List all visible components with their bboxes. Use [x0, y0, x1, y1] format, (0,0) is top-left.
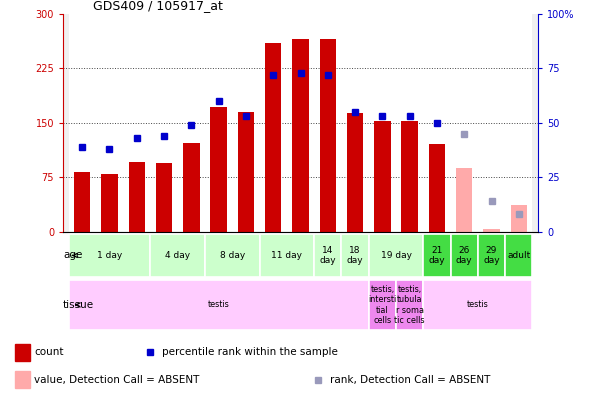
Bar — [15, 344, 29, 361]
Bar — [178, 14, 205, 232]
Text: 29
day: 29 day — [483, 246, 500, 265]
Bar — [123, 14, 150, 232]
Bar — [314, 14, 341, 232]
Bar — [478, 14, 505, 232]
Bar — [150, 14, 178, 232]
Bar — [396, 14, 423, 232]
Bar — [341, 14, 369, 232]
Bar — [369, 280, 396, 329]
Text: testis: testis — [467, 301, 489, 309]
Bar — [260, 14, 287, 232]
Bar — [478, 14, 505, 232]
Bar — [205, 14, 232, 232]
Text: 18
day: 18 day — [347, 246, 364, 265]
Text: percentile rank within the sample: percentile rank within the sample — [162, 347, 338, 357]
Bar — [369, 14, 396, 232]
Bar — [287, 14, 314, 232]
Text: age: age — [63, 250, 82, 261]
Bar — [260, 234, 314, 277]
Bar — [478, 234, 505, 277]
Bar — [69, 234, 150, 277]
Bar — [505, 14, 532, 232]
Bar — [205, 234, 260, 277]
Bar — [451, 14, 478, 232]
Bar — [401, 120, 418, 232]
Bar — [347, 113, 363, 232]
Bar — [423, 14, 451, 232]
Text: 26
day: 26 day — [456, 246, 472, 265]
Bar — [232, 14, 260, 232]
Bar — [129, 162, 145, 232]
Text: 11 day: 11 day — [272, 251, 302, 260]
Bar — [396, 14, 423, 232]
Text: testis,
intersti
tial
cells: testis, intersti tial cells — [368, 285, 397, 325]
Bar — [123, 14, 150, 232]
Bar — [205, 14, 232, 232]
Text: 1 day: 1 day — [97, 251, 122, 260]
Bar — [232, 14, 260, 232]
Bar — [320, 39, 336, 232]
Bar — [292, 39, 309, 232]
Text: 21
day: 21 day — [429, 246, 445, 265]
Bar — [210, 107, 227, 232]
Bar — [96, 14, 123, 232]
Bar — [505, 234, 532, 277]
Bar — [183, 143, 200, 232]
Text: 4 day: 4 day — [165, 251, 191, 260]
Bar — [374, 121, 391, 232]
Bar — [69, 14, 96, 232]
Bar — [69, 14, 96, 232]
Bar — [150, 14, 178, 232]
Bar — [74, 172, 90, 232]
Bar — [505, 14, 532, 232]
Text: GDS409 / 105917_at: GDS409 / 105917_at — [93, 0, 223, 12]
Text: adult: adult — [507, 251, 531, 260]
Bar — [396, 280, 423, 329]
Bar — [314, 234, 341, 277]
Text: testis: testis — [208, 301, 230, 309]
Bar — [178, 14, 205, 232]
Text: 8 day: 8 day — [219, 251, 245, 260]
Bar — [423, 14, 451, 232]
Bar — [156, 163, 172, 232]
Text: tissue: tissue — [63, 300, 94, 310]
Bar — [423, 280, 532, 329]
Bar — [150, 234, 205, 277]
Bar — [69, 280, 369, 329]
Text: rank, Detection Call = ABSENT: rank, Detection Call = ABSENT — [330, 375, 490, 385]
Text: 14
day: 14 day — [320, 246, 336, 265]
Text: testis,
tubula
r soma
tic cells: testis, tubula r soma tic cells — [394, 285, 425, 325]
Text: count: count — [34, 347, 64, 357]
Bar — [483, 229, 499, 232]
Bar — [96, 14, 123, 232]
Bar — [456, 168, 472, 232]
Bar — [511, 205, 527, 232]
Bar — [238, 112, 254, 232]
Bar — [341, 234, 369, 277]
Bar — [287, 14, 314, 232]
Bar — [314, 14, 341, 232]
Bar — [369, 234, 423, 277]
Bar — [265, 43, 281, 232]
Bar — [102, 174, 118, 232]
Bar — [423, 234, 451, 277]
Text: 19 day: 19 day — [380, 251, 412, 260]
Bar — [429, 144, 445, 232]
Bar — [341, 14, 369, 232]
Bar — [15, 371, 29, 388]
Bar — [260, 14, 287, 232]
Bar — [451, 14, 478, 232]
Bar — [451, 234, 478, 277]
Bar — [369, 14, 396, 232]
Text: value, Detection Call = ABSENT: value, Detection Call = ABSENT — [34, 375, 200, 385]
